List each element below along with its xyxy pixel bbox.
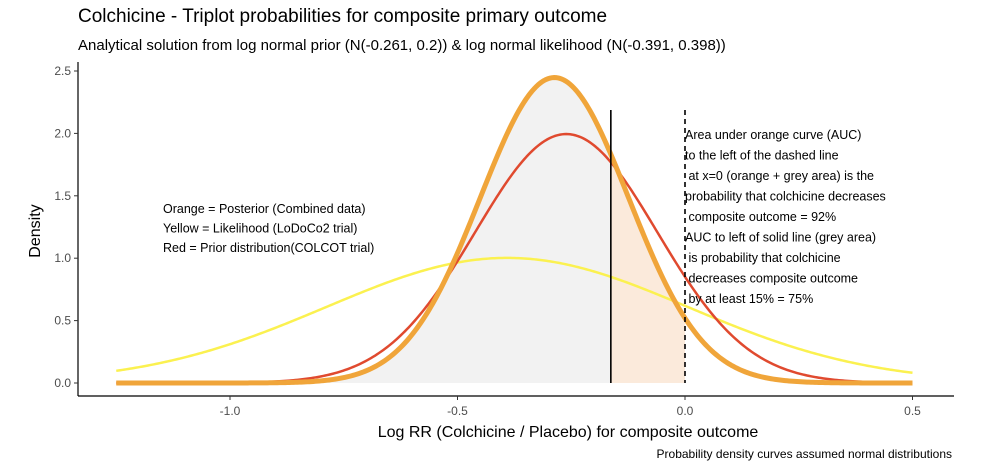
annotation-text-line: AUC to left of solid line (grey area) xyxy=(685,231,876,245)
x-tick-label: 0.0 xyxy=(677,404,694,418)
chart-title: Colchicine - Triplot probabilities for c… xyxy=(78,6,608,27)
annotation-text-line: by at least 15% = 75% xyxy=(685,292,813,306)
x-tick-label: -0.5 xyxy=(447,404,468,418)
y-axis-title: Density xyxy=(27,204,44,257)
chart-subtitle: Analytical solution from log normal prio… xyxy=(78,37,726,54)
shaded-region-orange xyxy=(610,154,685,383)
posterior-curve xyxy=(115,75,914,386)
y-tick-label: 0.5 xyxy=(54,314,71,328)
annotation-text-line: Area under orange curve (AUC) xyxy=(685,128,861,142)
density-curves xyxy=(115,75,914,386)
chart-caption: Probability density curves assumed norma… xyxy=(656,447,952,461)
annotation-text-line: composite outcome = 92% xyxy=(685,210,836,224)
axes: -1.0 -0.5 0.0 0.5 0.0 0.5 1.0 1.5 2.0 2.5 Log RR (… xyxy=(27,62,954,441)
x-tick-label: 0.5 xyxy=(904,404,921,418)
y-tick-label: 2.0 xyxy=(54,126,71,140)
annotation-text-line: at x=0 (orange + grey area) is the xyxy=(685,169,874,183)
legend-text-line: Orange = Posterior (Combined data) xyxy=(163,202,366,216)
annotation-text-line: is probability that colchicine xyxy=(685,251,841,265)
annotations: Orange = Posterior (Combined data) Yellow… xyxy=(163,128,886,306)
legend-text-line: Yellow = Likelihood (LoDoCo2 trial) xyxy=(163,222,357,236)
x-tick-label: -1.0 xyxy=(220,404,241,418)
shaded-region-grey xyxy=(116,77,611,383)
y-tick-label: 2.5 xyxy=(54,64,71,78)
annotation-text-line: probability that colchicine decreases xyxy=(685,190,886,204)
x-axis-title: Log RR (Colchicine / Placebo) for compos… xyxy=(378,424,759,441)
shaded-regions xyxy=(116,77,685,383)
y-tick-label: 0.0 xyxy=(54,376,71,390)
likelihood-curve xyxy=(116,256,913,375)
y-tick-label: 1.0 xyxy=(54,251,71,265)
y-tick-label: 1.5 xyxy=(54,189,71,203)
annotation-text-line: decreases composite outcome xyxy=(685,272,858,286)
legend-text-line: Red = Prior distribution(COLCOT trial) xyxy=(163,241,374,255)
annotation-text-line: to the left of the dashed line xyxy=(685,149,839,163)
reference-lines xyxy=(610,110,686,383)
